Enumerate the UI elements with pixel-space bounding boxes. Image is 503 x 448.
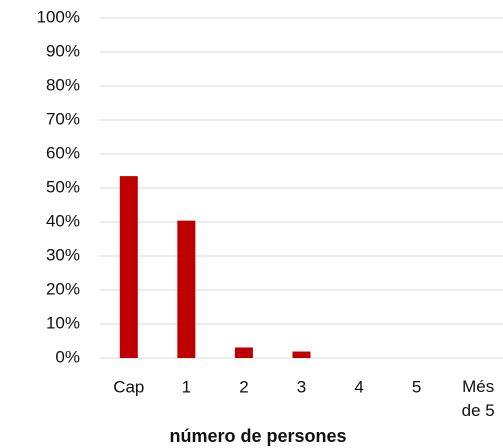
bar — [177, 220, 196, 358]
y-tick-label: 70% — [46, 109, 80, 128]
y-tick-label: 90% — [46, 41, 80, 60]
y-tick-label: 20% — [46, 279, 80, 298]
y-tick-label: 0% — [55, 347, 80, 366]
x-tick-label: 4 — [354, 377, 363, 396]
x-tick-label: 3 — [297, 377, 306, 396]
x-tick-label: 1 — [182, 377, 191, 396]
x-axis-title: número de persones — [169, 426, 346, 446]
y-tick-label: 50% — [46, 177, 80, 196]
x-tick-label: 2 — [239, 377, 248, 396]
y-tick-label: 80% — [46, 75, 80, 94]
x-tick-label: Cap — [113, 377, 144, 396]
y-tick-label: 100% — [37, 7, 80, 26]
x-tick-label: 5 — [412, 377, 421, 396]
bar — [234, 347, 253, 358]
y-tick-label: 40% — [46, 211, 80, 230]
y-tick-label: 30% — [46, 245, 80, 264]
bar — [292, 351, 311, 358]
x-tick-label: Més de 5 — [462, 377, 495, 420]
y-tick-label: 60% — [46, 143, 80, 162]
y-tick-label: 10% — [46, 313, 80, 332]
bar — [119, 176, 138, 358]
